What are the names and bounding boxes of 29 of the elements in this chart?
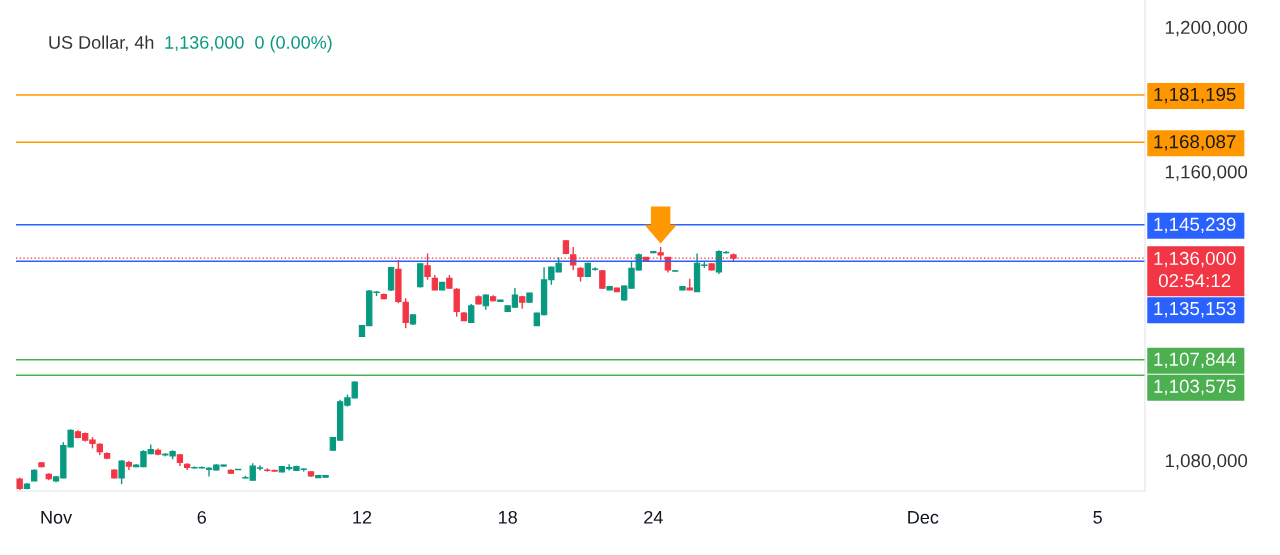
text: 1,136,000 0 (0.00%) xyxy=(165,35,332,53)
x-tick-label: 5 xyxy=(1093,511,1102,524)
candlestick xyxy=(453,287,460,318)
candlestick xyxy=(438,281,446,291)
ref-line-label: 1,135,153 xyxy=(1154,301,1236,318)
x-tick-label: Nov xyxy=(41,511,73,524)
x-tick-label: 6 xyxy=(197,510,206,524)
y-tick-label: 1,160,000 xyxy=(1165,165,1248,181)
ref-line-label: 1,181,195 xyxy=(1154,87,1236,104)
x-tick-label: Dec xyxy=(908,511,939,524)
candlestick xyxy=(417,262,424,289)
ref-line-label: 1,145,239 xyxy=(1154,217,1236,234)
ref-line-label: 1,136,000 02:54:12 xyxy=(1154,251,1236,288)
y-tick-label: 1,200,000 xyxy=(1165,20,1248,37)
candlestick xyxy=(402,297,409,329)
text: US Dollar, 4h xyxy=(49,35,154,51)
ref-line-label: 1,103,575 xyxy=(1154,379,1236,396)
x-tick-label: 18 xyxy=(499,510,517,524)
candlestick xyxy=(672,269,679,273)
ref-line-label: 1,107,844 xyxy=(1154,352,1236,369)
candlestick xyxy=(613,287,621,293)
candlestick xyxy=(118,459,125,485)
x-tick-label: 24 xyxy=(644,510,663,524)
candlestick xyxy=(468,303,475,324)
candlestick xyxy=(599,269,606,290)
y-tick-label: 1,080,000 xyxy=(1165,454,1248,470)
candlestick xyxy=(395,259,402,304)
x-tick-label: 12 xyxy=(353,510,372,524)
ref-line-label: 1,168,087 xyxy=(1154,135,1236,151)
